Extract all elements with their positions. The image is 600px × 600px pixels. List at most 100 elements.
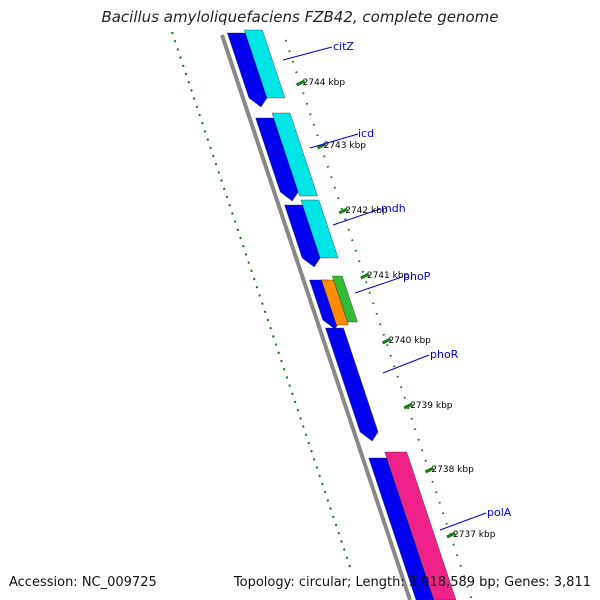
scale-dot bbox=[217, 171, 220, 174]
cds-blue-2 bbox=[255, 117, 299, 202]
scale-dot bbox=[220, 179, 223, 182]
kbp-tick bbox=[381, 337, 392, 345]
scale-dot bbox=[291, 392, 294, 396]
scale-dot bbox=[241, 244, 245, 248]
kbp-tick bbox=[403, 402, 413, 410]
scale-dot bbox=[222, 187, 226, 191]
scale-dot bbox=[206, 138, 210, 141]
kbp-tick-label: 2739 kbp bbox=[410, 401, 453, 411]
kbp-tick-label: 2738 kbp bbox=[431, 465, 474, 475]
scale-dot bbox=[214, 162, 218, 166]
kbp-tick-label: 2737 kbp bbox=[453, 530, 496, 540]
scale-dot bbox=[244, 253, 248, 256]
scale-dot bbox=[323, 490, 327, 494]
scale-dot bbox=[269, 326, 272, 330]
gene-label: polA bbox=[487, 506, 512, 519]
scale-dot bbox=[179, 56, 182, 59]
kbp-tick-label: 2740 kbp bbox=[388, 336, 431, 346]
scale-dot bbox=[321, 482, 324, 486]
scale-dot bbox=[261, 302, 264, 305]
scale-dot bbox=[209, 146, 212, 150]
cds-blue-3 bbox=[284, 204, 321, 268]
scale-dot bbox=[342, 548, 346, 551]
scale-dot bbox=[176, 48, 180, 51]
kbp-tick bbox=[295, 79, 306, 87]
scale-dot bbox=[329, 507, 332, 510]
scale-dot bbox=[282, 367, 286, 371]
scale-dot bbox=[198, 113, 201, 117]
map-title: Bacillus amyloliquefaciens FZB42, comple… bbox=[101, 8, 499, 26]
scale-dot bbox=[203, 130, 207, 133]
gene-leader-line bbox=[282, 46, 333, 61]
gene-label: mdh bbox=[381, 202, 406, 215]
gene-leader-line bbox=[439, 512, 487, 531]
scale-dot bbox=[340, 540, 343, 543]
kbp-tick-label: 2742 kbp bbox=[345, 206, 388, 216]
kbp-tick bbox=[316, 142, 327, 150]
scale-dot bbox=[293, 400, 297, 404]
scale-dot bbox=[285, 376, 289, 379]
kbp-tick bbox=[446, 531, 456, 539]
scale-dot bbox=[190, 89, 193, 92]
scale-dot bbox=[304, 433, 308, 437]
scale-dot bbox=[255, 285, 259, 289]
gene-leader-line bbox=[332, 208, 381, 226]
genome-stats-text: Topology: circular; Length: 3,918,589 bp… bbox=[233, 575, 591, 590]
scale-dot bbox=[318, 474, 321, 478]
scale-dot bbox=[288, 384, 291, 387]
scale-dot bbox=[263, 310, 267, 314]
gene-leader-line bbox=[309, 133, 359, 149]
tick-dots bbox=[171, 31, 473, 599]
cds-blue-6 bbox=[368, 457, 435, 600]
scale-dot bbox=[315, 466, 319, 469]
scale-dot bbox=[299, 417, 302, 420]
gene-leader-line bbox=[382, 354, 430, 374]
kbp-tick bbox=[424, 466, 435, 474]
scale-dot bbox=[345, 556, 349, 560]
features bbox=[227, 29, 457, 600]
scale-dot bbox=[184, 72, 188, 76]
ticks: 2744 kbp 2743 kbp 2742 kbp 2741 kbp 2740 kbp… bbox=[295, 78, 496, 540]
scale-dot bbox=[348, 564, 351, 568]
feature-orange bbox=[321, 279, 349, 326]
scale-dot bbox=[173, 39, 177, 43]
cds-blue-1 bbox=[227, 32, 268, 108]
scale-dot bbox=[332, 515, 335, 519]
gene-label: phoR bbox=[430, 348, 459, 361]
scale-dot bbox=[187, 80, 190, 84]
feature-pink bbox=[384, 451, 457, 600]
gene-labels: citZ icd mdh phoP phoR polA bbox=[282, 40, 512, 531]
scale-dot bbox=[277, 351, 281, 355]
scale-dot bbox=[247, 261, 251, 264]
gene-label: phoP bbox=[403, 270, 431, 283]
scale-dot bbox=[181, 64, 185, 68]
kbp-tick-label: 2743 kbp bbox=[324, 141, 367, 151]
scale-dot bbox=[252, 277, 256, 281]
scale-dot bbox=[250, 269, 253, 273]
gene-label: citZ bbox=[333, 40, 354, 53]
feature-green bbox=[331, 275, 358, 323]
kbp-tick-label: 2741 kbp bbox=[367, 271, 410, 281]
scale-dot bbox=[195, 105, 199, 109]
kbp-tick-label: 2744 kbp bbox=[303, 78, 346, 88]
scale-dot bbox=[236, 228, 240, 232]
accession-text: Accession: NC_009725 bbox=[9, 575, 157, 590]
cds-blue-5 bbox=[325, 327, 379, 442]
scale-dot bbox=[310, 449, 313, 453]
scale-dot bbox=[228, 203, 231, 207]
feature-cyan-2 bbox=[271, 112, 318, 197]
gene-leader-line bbox=[354, 276, 403, 294]
scale-dot bbox=[326, 499, 330, 502]
scale-dot bbox=[171, 31, 174, 35]
scale-dot bbox=[239, 236, 242, 240]
feature-cyan-1 bbox=[244, 29, 286, 99]
scale-dot bbox=[258, 294, 261, 297]
scale-dot bbox=[225, 195, 229, 199]
feature-cyan-3 bbox=[300, 199, 339, 259]
scale-dot bbox=[337, 531, 341, 535]
scale-dot bbox=[272, 335, 275, 338]
backbone bbox=[220, 34, 412, 600]
scale-dot bbox=[274, 343, 278, 346]
scale-dot bbox=[312, 458, 316, 461]
